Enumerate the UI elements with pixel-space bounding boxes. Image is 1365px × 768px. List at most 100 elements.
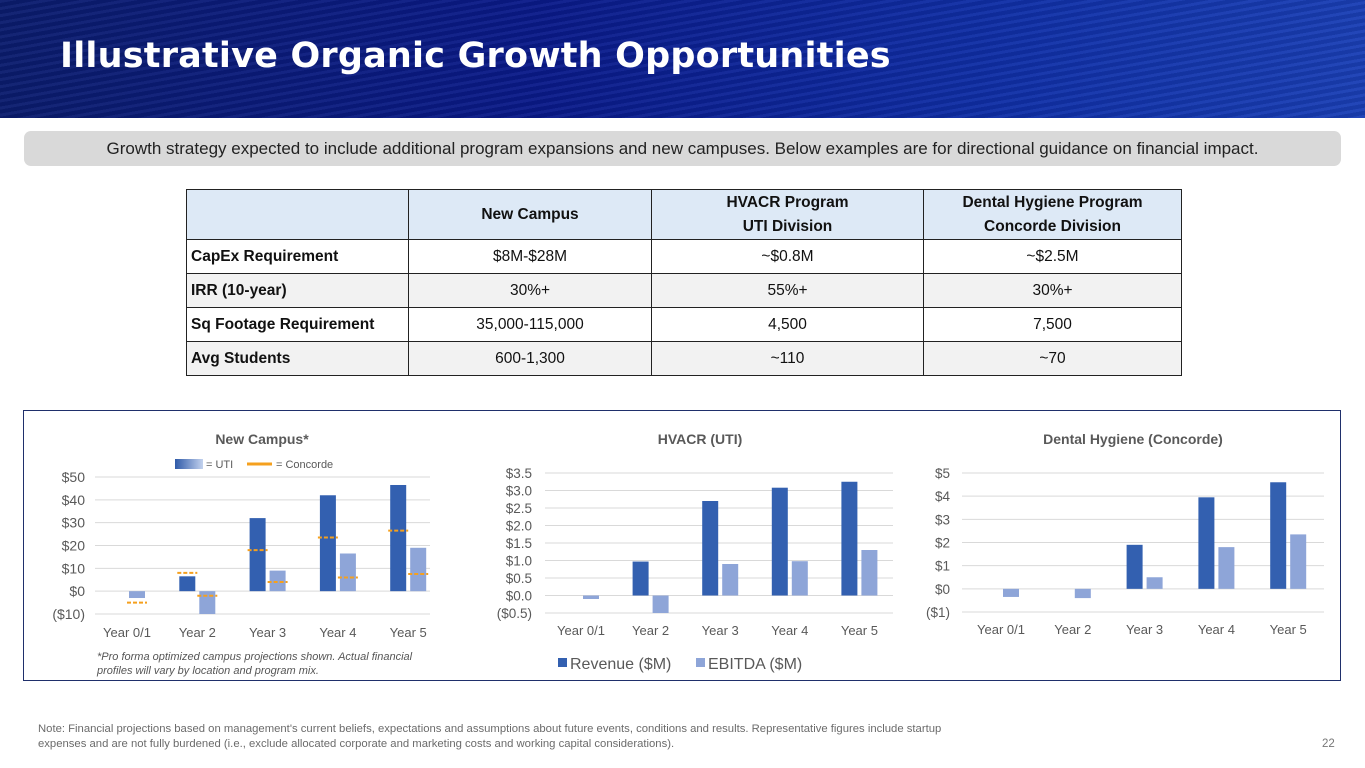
y-tick-label: $1 <box>935 559 950 574</box>
x-tick-label: Year 2 <box>632 623 669 638</box>
y-tick-label: $0 <box>935 582 950 597</box>
subtitle-bar: Growth strategy expected to include addi… <box>24 131 1341 166</box>
ebitda-bar <box>199 591 216 614</box>
revenue-bar <box>841 481 858 596</box>
table-cell: 55%+ <box>651 273 924 308</box>
table-header-row: New Campus HVACR Program UTI Division Den… <box>186 189 1182 240</box>
y-tick-label: $1.5 <box>506 536 532 551</box>
y-tick-label: $0.0 <box>506 589 532 604</box>
revenue-bar <box>1198 497 1215 589</box>
header-subtext: Concorde Division <box>984 217 1121 235</box>
page-number: 22 <box>1322 738 1335 750</box>
table-header-empty <box>186 189 409 240</box>
ebitda-bar <box>410 547 427 592</box>
ebitda-legend-swatch <box>696 658 705 667</box>
page-title: Illustrative Organic Growth Opportunitie… <box>60 36 891 76</box>
x-tick-label: Year 0/1 <box>977 622 1025 637</box>
x-tick-label: Year 3 <box>249 625 286 640</box>
chart-title: Dental Hygiene (Concorde) <box>1043 431 1223 447</box>
x-tick-label: Year 3 <box>1126 622 1163 637</box>
legend-label-concorde: = Concorde <box>276 459 333 471</box>
header-text: Dental Hygiene Program <box>962 193 1143 211</box>
legend-label-revenue: Revenue ($M) <box>570 656 671 673</box>
revenue-bar <box>390 484 407 592</box>
y-tick-label: $3.0 <box>506 484 532 499</box>
y-tick-label: $4 <box>935 489 951 504</box>
table-header-hvacr: HVACR Program UTI Division <box>651 189 924 240</box>
header-banner <box>0 0 1365 118</box>
revenue-bar <box>179 576 196 592</box>
legend-label-uti: = UTI <box>206 459 233 471</box>
chart-footnote: *Pro forma optimized campus projections … <box>97 651 413 677</box>
y-tick-label: $10 <box>62 560 86 576</box>
y-tick-label: ($10) <box>52 606 85 622</box>
ebitda-bar <box>583 595 599 599</box>
comparison-table: New Campus HVACR Program UTI Division Den… <box>186 189 1182 376</box>
x-tick-label: Year 5 <box>841 623 878 638</box>
revenue-bar <box>1270 482 1287 589</box>
x-tick-label: Year 0/1 <box>103 625 151 640</box>
disclaimer-note: Note: Financial projections based on man… <box>38 723 942 750</box>
header-subtext: UTI Division <box>742 217 833 235</box>
revenue-bar <box>771 487 788 596</box>
table-cell: ~70 <box>923 341 1182 376</box>
row-label: Sq Footage Requirement <box>186 307 409 342</box>
y-tick-label: $0.5 <box>506 571 532 586</box>
ebitda-bar <box>1290 534 1307 589</box>
ebitda-bar <box>652 595 669 613</box>
ebitda-bar <box>1074 588 1091 599</box>
uti-legend-swatch <box>175 459 203 469</box>
y-tick-label: $20 <box>62 538 86 554</box>
x-tick-label: Year 5 <box>1270 622 1307 637</box>
chart-title: New Campus* <box>215 431 309 447</box>
header-text: New Campus <box>481 205 579 223</box>
revenue-bar <box>632 561 649 596</box>
x-tick-label: Year 5 <box>390 625 427 640</box>
ebitda-bar <box>1146 577 1163 589</box>
table-cell: ~$2.5M <box>923 239 1182 274</box>
y-tick-label: $1.0 <box>506 554 532 569</box>
row-label: IRR (10-year) <box>186 273 409 308</box>
charts-panel <box>23 410 1341 681</box>
legend-label-ebitda: EBITDA ($M) <box>708 656 802 673</box>
x-tick-label: Year 2 <box>1054 622 1091 637</box>
y-tick-label: $2 <box>935 536 950 551</box>
x-tick-label: Year 4 <box>771 623 808 638</box>
y-tick-label: $2.0 <box>506 519 532 534</box>
ebitda-bar <box>722 564 739 596</box>
table-header-dental: Dental Hygiene Program Concorde Division <box>923 189 1182 240</box>
y-tick-label: $40 <box>62 492 86 508</box>
header-text: HVACR Program <box>726 193 849 211</box>
y-tick-label: $2.5 <box>506 501 532 516</box>
ebitda-bar <box>861 550 878 596</box>
y-tick-label: $3 <box>935 512 950 527</box>
y-tick-label: ($0.5) <box>497 606 532 621</box>
ebitda-bar <box>1218 547 1235 589</box>
table-row: CapEx Requirement $8M-$28M ~$0.8M ~$2.5M <box>186 239 1182 274</box>
ebitda-bar <box>269 570 286 592</box>
table-cell: $8M-$28M <box>408 239 652 274</box>
table-cell: 7,500 <box>923 307 1182 342</box>
y-tick-label: $0 <box>69 583 85 599</box>
ebitda-bar <box>339 553 356 592</box>
y-tick-label: $30 <box>62 515 86 531</box>
ebitda-bar <box>791 561 808 596</box>
y-tick-label: $5 <box>935 466 950 481</box>
table-cell: 600-1,300 <box>408 341 652 376</box>
table-cell: ~110 <box>651 341 924 376</box>
y-tick-label: $3.5 <box>506 466 532 481</box>
revenue-bar <box>319 495 336 592</box>
table-row: Sq Footage Requirement 35,000-115,000 4,… <box>186 307 1182 342</box>
table-cell: 35,000-115,000 <box>408 307 652 342</box>
y-tick-label: ($1) <box>926 605 950 620</box>
table-cell: 30%+ <box>408 273 652 308</box>
row-label: CapEx Requirement <box>186 239 409 274</box>
x-tick-label: Year 0/1 <box>557 623 605 638</box>
x-tick-label: Year 2 <box>179 625 216 640</box>
table-row: Avg Students 600-1,300 ~110 ~70 <box>186 341 1182 376</box>
chart-title: HVACR (UTI) <box>658 431 743 447</box>
ebitda-bar <box>129 591 145 599</box>
x-tick-label: Year 4 <box>319 625 356 640</box>
revenue-legend-swatch <box>558 658 567 667</box>
